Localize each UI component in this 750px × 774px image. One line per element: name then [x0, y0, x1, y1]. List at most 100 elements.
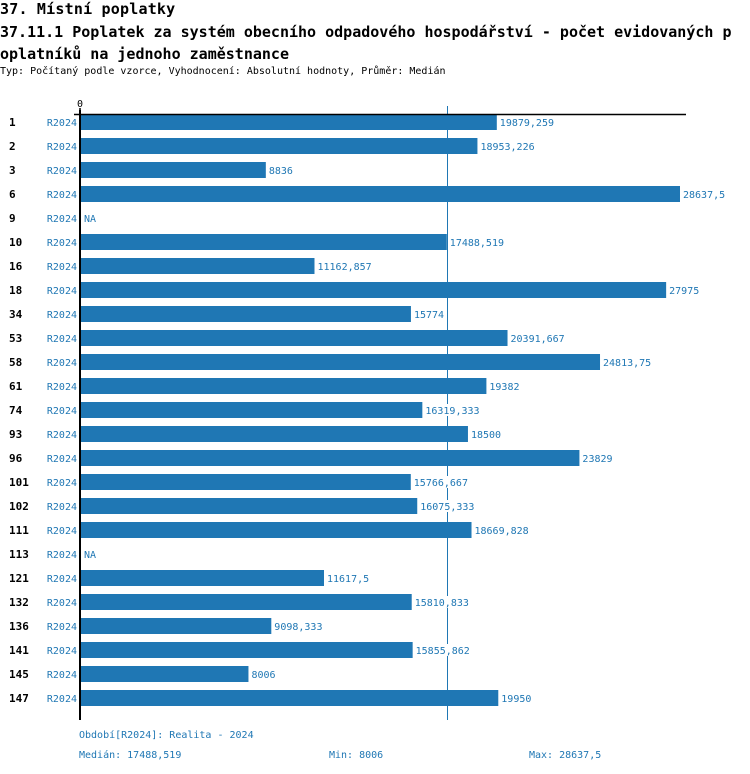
row-label: 93 — [9, 428, 22, 441]
period-label: R2024 — [47, 694, 77, 705]
value-label-bg — [250, 668, 277, 680]
row-label: 2 — [9, 140, 16, 153]
value-label: 15810,833 — [415, 598, 469, 609]
value-label: 18669,828 — [475, 526, 529, 537]
bar — [81, 114, 497, 130]
period-label: R2024 — [47, 310, 77, 321]
period-label: R2024 — [47, 166, 77, 177]
value-label: 16319,333 — [425, 406, 479, 417]
value-label-bg — [479, 140, 537, 152]
value-label-bg — [83, 212, 98, 224]
period-label: R2024 — [47, 526, 77, 537]
value-label-bg — [424, 404, 482, 416]
bar — [81, 258, 315, 274]
value-label: 27975 — [669, 286, 699, 297]
value-label: 17488,519 — [450, 238, 504, 249]
row-label: 61 — [9, 380, 23, 393]
value-label: 9098,333 — [274, 622, 322, 633]
period-label: R2024 — [47, 142, 77, 153]
value-label: 19382 — [489, 382, 519, 393]
period-label: R2024 — [47, 262, 77, 273]
row-label: 34 — [9, 308, 23, 321]
value-label: NA — [84, 214, 96, 225]
value-label: 18500 — [471, 430, 501, 441]
value-label-bg — [414, 644, 472, 656]
bar — [81, 354, 601, 370]
period-label: R2024 — [47, 286, 77, 297]
value-labels-layer: 19879,259 18953,226 8836 28637,5 NA 17488,519… — [83, 116, 727, 705]
bar — [81, 282, 667, 298]
period-label: R2024 — [47, 670, 77, 681]
value-label-bg — [325, 572, 371, 584]
row-label: 147 — [9, 692, 29, 705]
value-label-bg — [419, 500, 477, 512]
value-label-bg — [412, 308, 446, 320]
bar — [81, 402, 423, 418]
value-label: 18953,226 — [480, 142, 534, 153]
value-label: 23829 — [582, 454, 612, 465]
bar — [81, 594, 412, 610]
period-label: R2024 — [47, 454, 77, 465]
row-label: 101 — [9, 476, 29, 489]
value-label: 19879,259 — [500, 118, 554, 129]
period-label: R2024 — [47, 118, 77, 129]
row-label: 3 — [9, 164, 16, 177]
value-label-bg — [500, 692, 533, 704]
bar — [81, 234, 447, 250]
value-label-bg — [488, 380, 521, 392]
period-label: R2024 — [47, 382, 77, 393]
value-label: 24813,75 — [603, 358, 651, 369]
value-label: 11162,857 — [317, 262, 371, 273]
row-label: 18 — [9, 284, 22, 297]
row-label: 113 — [9, 548, 29, 561]
row-label: 121 — [9, 572, 29, 585]
value-label-bg — [316, 260, 374, 272]
value-label-bg — [267, 164, 295, 176]
period-label: R2024 — [47, 358, 77, 369]
value-label: 19950 — [501, 694, 531, 705]
period-label: R2024 — [47, 478, 77, 489]
value-label-bg — [412, 476, 470, 488]
bar — [81, 570, 324, 586]
row-label: 102 — [9, 500, 29, 513]
value-label-bg — [473, 524, 531, 536]
bar — [81, 642, 413, 658]
value-label-bg — [469, 428, 503, 440]
row-label: 10 — [9, 236, 22, 249]
row-label: 53 — [9, 332, 22, 345]
period-label: R2024 — [47, 622, 77, 633]
period-label: R2024 — [47, 238, 77, 249]
row-label: 58 — [9, 356, 22, 369]
footer-max: Max: 28637,5 — [529, 750, 602, 761]
period-label: R2024 — [47, 214, 77, 225]
bars-layer — [81, 114, 680, 706]
period-label: R2024 — [47, 334, 77, 345]
row-label: 9 — [9, 212, 16, 225]
row-label: 6 — [9, 188, 16, 201]
row-label: 136 — [9, 620, 29, 633]
bar — [81, 618, 272, 634]
footer-min: Min: 8006 — [329, 750, 384, 761]
chart-subtitle: Typ: Počítaný podle vzorce, Vyhodnocení:… — [0, 66, 446, 77]
value-label-bg — [448, 236, 506, 248]
period-label: R2024 — [47, 430, 77, 441]
bar — [81, 450, 580, 466]
bar — [81, 330, 508, 346]
row-label: 16 — [9, 260, 23, 273]
value-label: 20391,667 — [511, 334, 565, 345]
value-label-bg — [682, 188, 727, 200]
chart-title-line-1: 37.11.1 Poplatek za systém obecního odpa… — [0, 23, 732, 41]
row-label: 1 — [9, 116, 16, 129]
value-label-bg — [509, 332, 567, 344]
period-legend: Období[R2024]: Realita - 2024 — [79, 730, 254, 741]
period-label: R2024 — [47, 550, 77, 561]
value-label: 15766,667 — [414, 478, 468, 489]
bar-chart: 19879,259 18953,226 8836 28637,5 NA 17488,519… — [9, 99, 727, 720]
value-label-bg — [602, 356, 653, 368]
value-label: 16075,333 — [420, 502, 474, 513]
bar — [81, 522, 472, 538]
row-label: 132 — [9, 596, 29, 609]
row-label: 96 — [9, 452, 23, 465]
period-label: R2024 — [47, 598, 77, 609]
value-label-bg — [668, 284, 701, 296]
